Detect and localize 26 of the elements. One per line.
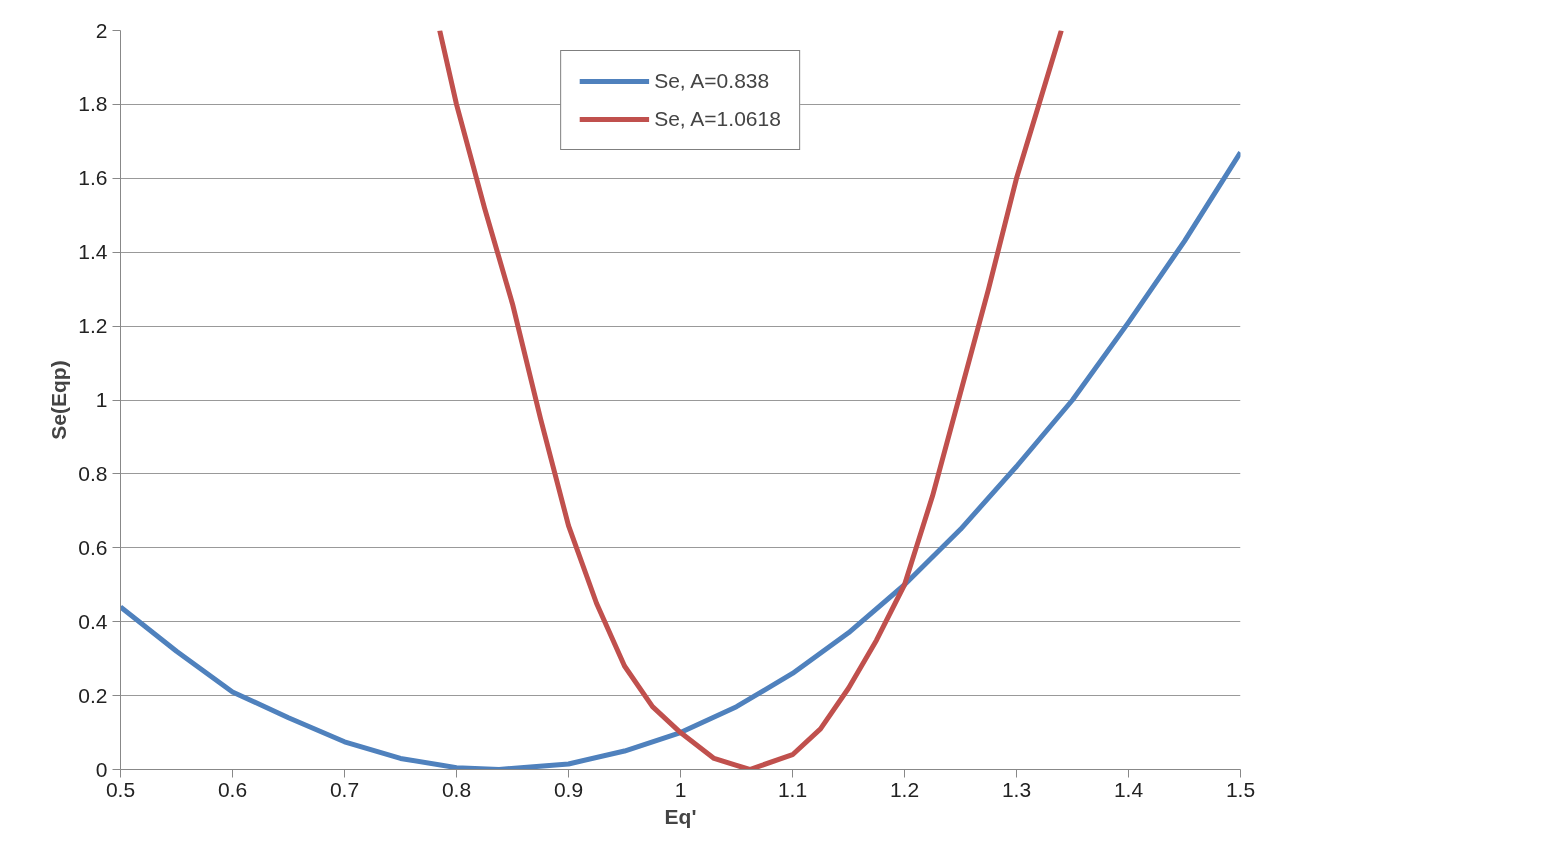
y-tick-label: 1	[95, 388, 108, 411]
y-tick-label: 0.8	[78, 461, 108, 485]
y-tick-label: 0	[95, 757, 108, 781]
x-tick-label: 1	[674, 777, 687, 801]
x-tick-label: 1.2	[889, 777, 920, 801]
y-tick-label: 1.8	[78, 92, 108, 116]
legend-label: Se, A=1.0618	[654, 107, 781, 131]
y-tick-label: 1.6	[78, 166, 108, 190]
x-tick-label: 1.4	[1113, 777, 1144, 801]
y-tick-label: 1.2	[78, 314, 108, 338]
y-tick-label: 0.6	[78, 535, 108, 559]
y-tick-label: 1.4	[78, 240, 108, 264]
y-tick-label: 2	[95, 18, 108, 42]
legend-label: Se, A=0.838	[654, 69, 770, 93]
y-axis-title: Se(Eqp)	[47, 360, 71, 440]
x-tick-label: 0.5	[105, 777, 136, 801]
x-tick-label: 0.8	[441, 777, 472, 801]
x-tick-label: 1.3	[1001, 777, 1032, 801]
x-axis-title: Eq'	[664, 804, 697, 828]
x-tick-label: 0.7	[329, 777, 360, 801]
x-tick-label: 1.1	[777, 777, 808, 801]
y-tick-label: 0.2	[78, 683, 108, 707]
x-tick-label: 0.9	[553, 777, 584, 801]
x-tick-label: 1.5	[1225, 777, 1256, 801]
y-tick-label: 0.4	[78, 609, 108, 633]
x-tick-label: 0.6	[217, 777, 248, 801]
